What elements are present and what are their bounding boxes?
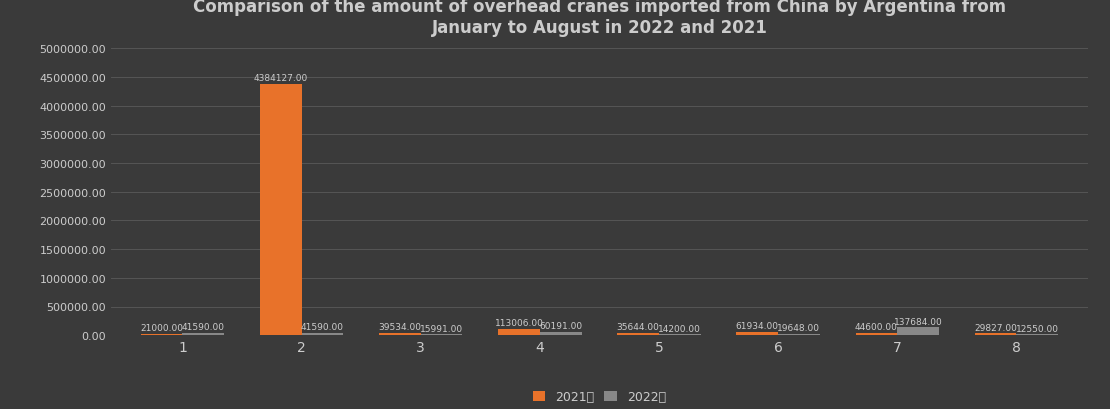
- Bar: [498, 329, 539, 335]
- Bar: [736, 332, 778, 335]
- Bar: [897, 328, 939, 335]
- Bar: [302, 333, 343, 335]
- Text: 12550.00: 12550.00: [1016, 324, 1059, 333]
- Text: 113006.00: 113006.00: [495, 318, 544, 327]
- Bar: [856, 333, 897, 335]
- Text: 41590.00: 41590.00: [182, 322, 225, 331]
- Legend: 2021年, 2022年: 2021年, 2022年: [526, 384, 673, 409]
- Text: 60191.00: 60191.00: [539, 321, 583, 330]
- Text: 137684.00: 137684.00: [894, 317, 942, 326]
- Text: 41590.00: 41590.00: [301, 322, 344, 331]
- Text: 35644.00: 35644.00: [617, 323, 659, 332]
- Title: Comparison of the amount of overhead cranes imported from China by Argentina fro: Comparison of the amount of overhead cra…: [193, 0, 1006, 36]
- Text: 61934.00: 61934.00: [736, 321, 779, 330]
- Text: 21000.00: 21000.00: [140, 324, 183, 333]
- Bar: [260, 84, 302, 335]
- Text: 4384127.00: 4384127.00: [253, 74, 307, 83]
- Text: 29827.00: 29827.00: [975, 323, 1017, 332]
- Bar: [617, 333, 659, 335]
- Text: 44600.00: 44600.00: [855, 322, 898, 331]
- Text: 14200.00: 14200.00: [658, 324, 702, 333]
- Text: 15991.00: 15991.00: [420, 324, 463, 333]
- Bar: [975, 334, 1017, 335]
- Bar: [539, 332, 582, 335]
- Bar: [182, 333, 224, 335]
- Text: 39534.00: 39534.00: [379, 322, 422, 331]
- Bar: [141, 334, 182, 335]
- Bar: [778, 334, 820, 335]
- Text: 19648.00: 19648.00: [777, 324, 820, 333]
- Bar: [379, 333, 421, 335]
